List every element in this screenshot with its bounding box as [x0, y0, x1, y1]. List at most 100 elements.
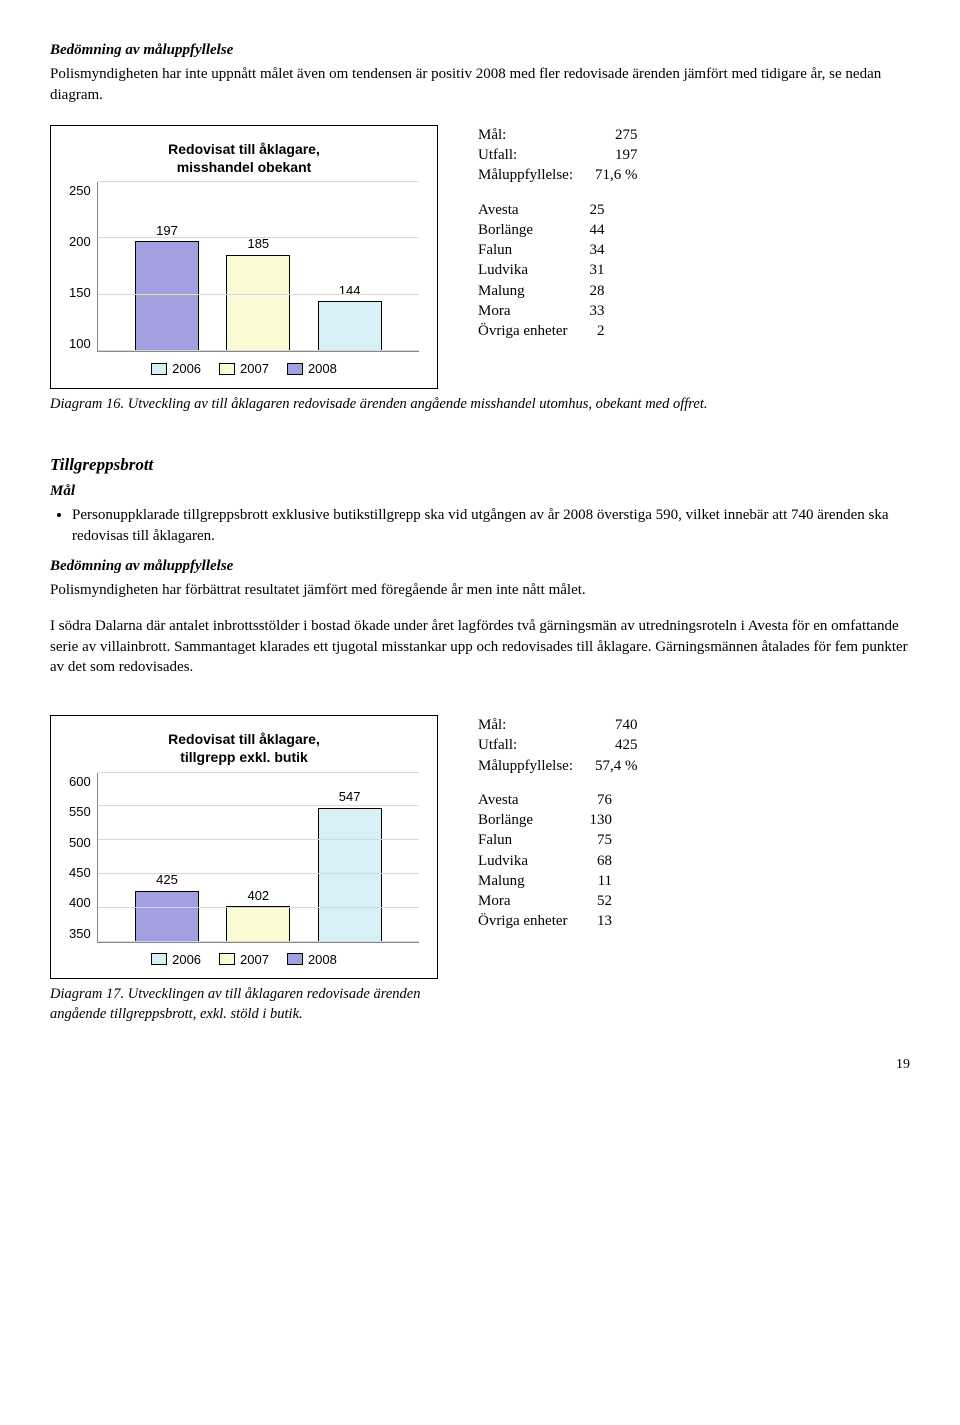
- stat-label: Mora: [478, 891, 590, 911]
- stat-value: 76: [590, 790, 613, 810]
- yaxis-tick: 500: [69, 834, 91, 852]
- stat-label: Malung: [478, 281, 590, 301]
- stat-value: 2: [590, 321, 605, 341]
- stat-label: Övriga enheter: [478, 321, 590, 341]
- stat-value: 425: [595, 735, 638, 755]
- legend-swatch: [287, 363, 303, 375]
- stat-label: Måluppfyllelse:: [478, 165, 595, 185]
- tillgrepp-heading: Tillgreppsbrott: [50, 454, 910, 477]
- chart2-caption-l1: Diagram 17. Utvecklingen av till åklagar…: [50, 986, 420, 1002]
- chart2-area: 425402547: [97, 773, 419, 943]
- stat-label: Falun: [478, 830, 590, 850]
- table-row: Mål:740: [478, 715, 637, 735]
- stat-value: 13: [590, 911, 613, 931]
- stat-label: Borlänge: [478, 810, 590, 830]
- stat-value: 71,6 %: [595, 165, 638, 185]
- bar-group: 197: [135, 222, 199, 351]
- grid-line: [98, 181, 419, 182]
- stat-label: Måluppfyllelse:: [478, 756, 595, 776]
- legend-label: 2007: [240, 951, 269, 969]
- mal-label: Mål: [50, 481, 910, 501]
- bar: [318, 808, 382, 942]
- stat-value: 34: [590, 240, 605, 260]
- table-row: Ludvika31: [478, 260, 605, 280]
- chart1-stats-top: Mål:275Utfall:197Måluppfyllelse:71,6 %: [478, 125, 637, 186]
- yaxis-tick: 150: [69, 284, 91, 302]
- table-row: Mora33: [478, 301, 605, 321]
- table-row: Malung11: [478, 871, 612, 891]
- yaxis-tick: 350: [69, 925, 91, 943]
- chart2-bars: 425402547: [98, 773, 419, 942]
- intro-heading: Bedömning av måluppfyllelse: [50, 40, 910, 60]
- stat-label: Mora: [478, 301, 590, 321]
- stat-label: Utfall:: [478, 145, 595, 165]
- yaxis-tick: 100: [69, 335, 91, 353]
- stat-value: 33: [590, 301, 605, 321]
- grid-line: [98, 805, 419, 806]
- chart2-yaxis: 600550500450400350: [69, 773, 97, 943]
- table-row: Avesta76: [478, 790, 612, 810]
- table-row: Mora52: [478, 891, 612, 911]
- grid-line: [98, 350, 419, 351]
- stat-label: Övriga enheter: [478, 911, 590, 931]
- stat-value: 31: [590, 260, 605, 280]
- stat-value: 52: [590, 891, 613, 911]
- chart2-stats: Mål:740Utfall:425Måluppfyllelse:57,4 % A…: [478, 715, 637, 932]
- legend-swatch: [287, 953, 303, 965]
- chart2-row: Redovisat till åklagare, tillgrepp exkl.…: [50, 715, 910, 979]
- table-row: Måluppfyllelse:57,4 %: [478, 756, 637, 776]
- chart1-yaxis: 250200150100: [69, 182, 97, 352]
- stat-label: Utfall:: [478, 735, 595, 755]
- table-row: Mål:275: [478, 125, 637, 145]
- yaxis-tick: 550: [69, 803, 91, 821]
- yaxis-tick: 600: [69, 773, 91, 791]
- chart1-legend: 2006 2007 2008: [69, 360, 419, 378]
- stat-label: Borlänge: [478, 220, 590, 240]
- legend-label: 2006: [172, 951, 201, 969]
- chart2-title: Redovisat till åklagare, tillgrepp exkl.…: [69, 730, 419, 766]
- bar-value-label: 144: [339, 282, 361, 300]
- table-row: Ludvika68: [478, 851, 612, 871]
- table-row: Avesta25: [478, 200, 605, 220]
- legend-swatch: [151, 363, 167, 375]
- table-row: Måluppfyllelse:71,6 %: [478, 165, 637, 185]
- legend-item: 2007: [219, 360, 269, 378]
- table-row: Malung28: [478, 281, 605, 301]
- stat-label: Ludvika: [478, 851, 590, 871]
- chart1-bars: 197185144: [98, 182, 419, 351]
- table-row: Övriga enheter2: [478, 321, 605, 341]
- bar-value-label: 547: [339, 788, 361, 806]
- chart2-title-l1: Redovisat till åklagare,: [168, 731, 320, 747]
- grid-line: [98, 294, 419, 295]
- legend-item: 2008: [287, 360, 337, 378]
- stat-value: 740: [595, 715, 638, 735]
- chart1-title-l1: Redovisat till åklagare,: [168, 141, 320, 157]
- bar-value-label: 402: [247, 887, 269, 905]
- chart2-legend: 2006 2007 2008: [69, 951, 419, 969]
- bar: [135, 891, 199, 942]
- bed-text: Polismyndigheten har förbättrat resultat…: [50, 580, 910, 600]
- legend-item: 2008: [287, 951, 337, 969]
- chart2-title-l2: tillgrepp exkl. butik: [180, 749, 308, 765]
- bar: [135, 241, 199, 351]
- intro-text: Polismyndigheten har inte uppnått målet …: [50, 64, 910, 105]
- mal-bullet: Personuppklarade tillgreppsbrott exklusi…: [72, 505, 910, 546]
- legend-swatch: [219, 363, 235, 375]
- intro-block: Bedömning av måluppfyllelse Polismyndigh…: [50, 40, 910, 105]
- chart2-caption-l2: angående tillgreppsbrott, exkl. stöld i …: [50, 1006, 303, 1022]
- chart2-box: Redovisat till åklagare, tillgrepp exkl.…: [50, 715, 438, 979]
- stat-value: 68: [590, 851, 613, 871]
- legend-label: 2006: [172, 360, 201, 378]
- bar: [318, 301, 382, 351]
- bar-group: 402: [226, 887, 290, 942]
- chart1-stats-list: Avesta25Borlänge44Falun34Ludvika31Malung…: [478, 200, 605, 342]
- chart2-stats-list: Avesta76Borlänge130Falun75Ludvika68Malun…: [478, 790, 612, 932]
- chart2-stats-top: Mål:740Utfall:425Måluppfyllelse:57,4 %: [478, 715, 637, 776]
- bar-group: 547: [318, 788, 382, 942]
- stat-value: 28: [590, 281, 605, 301]
- grid-line: [98, 873, 419, 874]
- stat-value: 57,4 %: [595, 756, 638, 776]
- chart2-plot: 600550500450400350 425402547: [69, 773, 419, 943]
- mal-bullet-list: Personuppklarade tillgreppsbrott exklusi…: [50, 505, 910, 546]
- bar-group: 144: [318, 282, 382, 351]
